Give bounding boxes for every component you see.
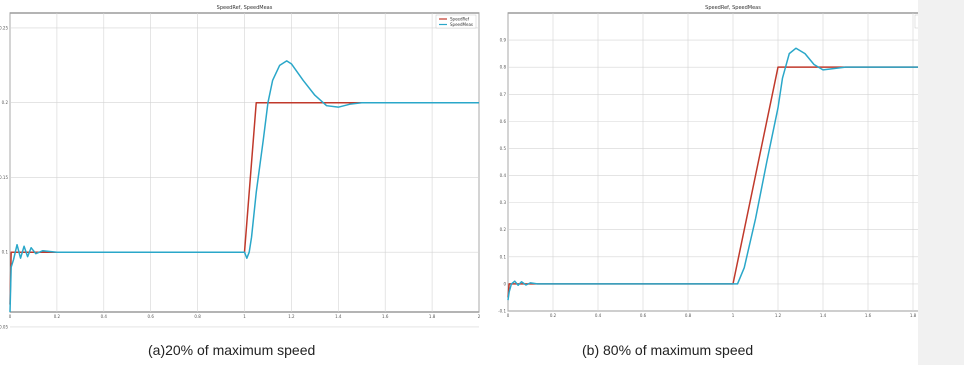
x-tick-label: 1.8	[910, 313, 917, 318]
x-tick-label: 0.4	[101, 314, 108, 319]
chart-b-svg: SpeedRef, SpeedMeas 0 0.2 0.4 0.6 0.8 1 1.2 1.4 1…	[498, 5, 960, 318]
x-tick-label: 1.6	[382, 314, 389, 319]
y-tick-label: 0.1	[2, 250, 9, 255]
y-tick-label: 0.3	[500, 200, 507, 205]
x-tick-label: 0.8	[194, 314, 201, 319]
x-tick-label: 1.2	[288, 314, 295, 319]
x-tick-label: 1.6	[865, 313, 872, 318]
legend-label: SpeedMeas	[450, 22, 473, 27]
y-tick-label: 0.9	[500, 38, 507, 43]
chart-panel-a: SpeedRef, SpeedMeas 0 0.2 0.4 0.6 0.8 1 1.2 1.4 1…	[0, 0, 484, 330]
y-tick-label: 0	[503, 281, 506, 286]
caption-a: (a)20% of maximum speed	[148, 342, 316, 358]
series-line-speedmeas	[507, 47, 958, 301]
x-tick-label: 1.4	[820, 313, 827, 318]
series-line-speedmeas	[9, 60, 479, 313]
chart-a-svg: SpeedRef, SpeedMeas 0 0.2 0.4 0.6 0.8 1 1.2 1.4 1…	[0, 5, 481, 329]
x-tick-label: 1.8	[429, 314, 436, 319]
y-tick-label: 0.8	[500, 65, 507, 70]
x-tick-label: 0	[9, 314, 12, 319]
y-tick-label: 0.2	[500, 227, 507, 232]
x-tick-label: 1	[732, 313, 735, 318]
y-tick-label: 0.6	[500, 119, 507, 124]
y-tick-label: 0.4	[500, 173, 507, 178]
chart-title: SpeedRef, SpeedMeas	[705, 5, 761, 11]
legend-label: SpeedRef	[450, 17, 470, 22]
x-tick-label: 1.4	[335, 314, 342, 319]
x-tick-label: 0.6	[640, 313, 647, 318]
y-tick-label: 0.1	[500, 254, 507, 259]
x-tick-label: 0	[507, 313, 510, 318]
x-tick-label: 1	[243, 314, 246, 319]
y-tick-label: 0.05	[0, 324, 8, 329]
caption-b: (b) 80% of maximum speed	[582, 342, 754, 358]
y-tick-label: -0.1	[498, 309, 506, 314]
x-tick-label: 2	[478, 314, 481, 319]
y-tick-label: 0.2	[2, 100, 9, 105]
x-tick-label: 0.2	[550, 313, 557, 318]
x-tick-label: 0.6	[148, 314, 155, 319]
y-tick-label: 0.25	[0, 25, 8, 30]
x-tick-label: 1.2	[775, 313, 782, 318]
chart-title: SpeedRef, SpeedMeas	[217, 5, 273, 11]
x-tick-label: 0.8	[685, 313, 692, 318]
right-margin-shade	[918, 0, 964, 365]
chart-panel-b: SpeedRef, SpeedMeas 0 0.2 0.4 0.6 0.8 1 1.2 1.4 1…	[496, 0, 964, 330]
x-tick-label: 0.4	[595, 313, 602, 318]
y-tick-label: 0.5	[500, 146, 507, 151]
x-tick-label: 0.2	[54, 314, 61, 319]
y-tick-label: 0.7	[500, 92, 507, 97]
y-tick-label: 0.15	[0, 175, 8, 180]
